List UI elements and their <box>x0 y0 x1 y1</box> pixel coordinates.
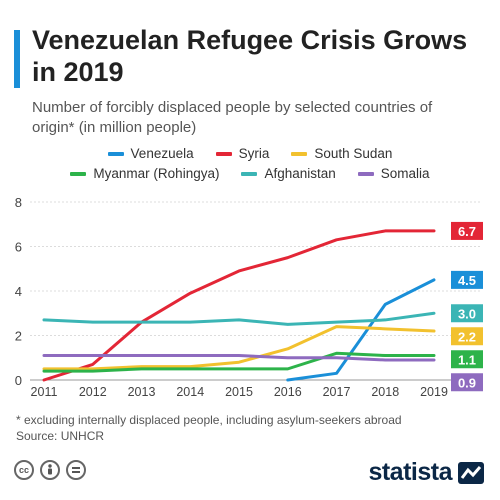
y-tick-label-8: 8 <box>15 195 22 210</box>
y-tick-label-0: 0 <box>15 373 22 388</box>
legend-swatch-afghanistan <box>241 171 258 176</box>
legend-item-syria: Syria <box>215 146 270 161</box>
y-tick-label-6: 6 <box>15 240 22 255</box>
line-chart: 0 2 4 6 8 2011 2012 2013 2014 2015 2016 2017 2018 201… <box>15 195 483 399</box>
x-tick-label-2018: 2018 <box>371 385 399 399</box>
legend-item-venezuela: Venezuela <box>107 146 194 161</box>
end-label-box-venezuela <box>451 270 483 289</box>
end-label-myanmar-rohingya: 1.1 <box>458 352 476 367</box>
series-line-afghanistan <box>42 311 436 326</box>
legend-label-afghanistan: Afghanistan <box>264 166 336 181</box>
x-tick-label-2012: 2012 <box>79 385 107 399</box>
chart-title: Venezuelan Refugee Crisis Grows in 2019 <box>32 25 468 87</box>
legend-label-syria: Syria <box>238 146 270 161</box>
legend-swatch-syria <box>215 151 232 156</box>
no-derivatives-icon[interactable] <box>66 460 86 480</box>
legend-label-south-sudan: South Sudan <box>314 146 393 161</box>
statista-brand[interactable]: statista <box>368 458 484 487</box>
legend-label-venezuela: Venezuela <box>130 146 194 161</box>
license-icons: cc <box>14 460 86 480</box>
end-label-box-south-sudan <box>451 327 483 346</box>
x-tick-label-2013: 2013 <box>128 385 156 399</box>
end-label-somalia: 0.9 <box>458 375 476 390</box>
x-tick-label-2011: 2011 <box>31 385 58 399</box>
footnote: * excluding internally displaced people,… <box>16 413 402 427</box>
end-label-box-myanmar-rohingya <box>451 350 483 369</box>
creative-commons-icon[interactable]: cc <box>14 460 34 480</box>
end-label-syria: 6.7 <box>458 224 476 239</box>
end-label-box-afghanistan <box>451 304 483 323</box>
legend-row-1: Venezuela Syria South Sudan <box>0 146 500 161</box>
x-tick-label-2017: 2017 <box>323 385 351 399</box>
attribution-icon[interactable] <box>40 460 60 480</box>
legend-swatch-somalia <box>357 171 374 176</box>
end-label-venezuela: 4.5 <box>458 273 476 288</box>
x-tick-label-2019: 2019 <box>420 385 448 399</box>
series-line-venezuela <box>286 278 436 382</box>
legend-swatch-south-sudan <box>291 151 308 156</box>
x-tick-label-2014: 2014 <box>176 385 204 399</box>
brand-name: statista <box>368 458 452 486</box>
y-tick-label-2: 2 <box>15 329 22 344</box>
legend-label-myanmar: Myanmar (Rohingya) <box>93 166 220 181</box>
end-label-afghanistan: 3.0 <box>458 306 476 321</box>
chart-subtitle: Number of forcibly displaced people by s… <box>32 99 433 136</box>
statista-logo-icon <box>458 461 484 484</box>
end-label-box-somalia <box>451 373 483 392</box>
series-line-south-sudan <box>42 325 436 371</box>
series-line-myanmar-rohingya <box>42 351 436 373</box>
title-accent-bar <box>14 30 20 88</box>
series-line-somalia <box>42 354 436 362</box>
end-label-south-sudan: 2.2 <box>458 329 476 344</box>
legend-item-afghanistan: Afghanistan <box>241 166 336 181</box>
x-tick-label-2015: 2015 <box>225 385 253 399</box>
legend-item-myanmar: Myanmar (Rohingya) <box>70 166 219 181</box>
legend-swatch-venezuela <box>107 151 124 156</box>
series-line-syria <box>42 229 436 382</box>
legend-item-somalia: Somalia <box>357 166 430 181</box>
legend-label-somalia: Somalia <box>380 166 430 181</box>
x-tick-label-2016: 2016 <box>274 385 302 399</box>
y-tick-label-4: 4 <box>15 284 22 299</box>
legend-item-south-sudan: South Sudan <box>291 146 392 161</box>
end-label-box-syria <box>451 221 483 240</box>
legend-row-2: Myanmar (Rohingya) Afghanistan Somalia <box>0 166 500 181</box>
source-note: Source: UNHCR <box>16 429 105 443</box>
legend-swatch-myanmar <box>70 171 87 176</box>
